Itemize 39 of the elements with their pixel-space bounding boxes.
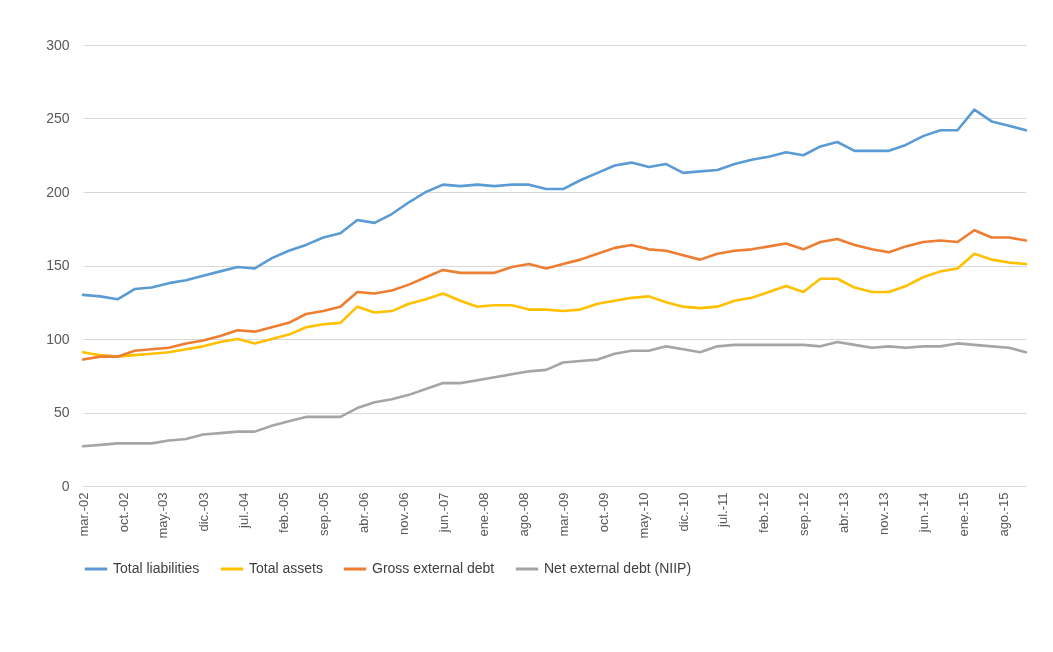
x-tick-label: jun.-07 [435,492,451,534]
x-tick-label: oct.-09 [595,492,611,533]
legend-label: Total liabilities [113,560,200,576]
line-series [81,340,1028,448]
x-tick-label: nov.-13 [875,492,891,535]
x-tick-label: abr.-13 [835,492,851,533]
x-tick-label: ene.-15 [955,492,971,537]
y-tick-label: 200 [46,183,70,200]
x-tick-label: jun.-14 [915,492,931,534]
x-tick-label: oct.-02 [115,492,131,533]
line-series [81,252,1028,358]
legend-label: Gross external debt [372,560,495,576]
x-tick-label: feb.-05 [276,492,291,533]
x-tick-label: mar.-09 [555,492,571,537]
x-tick-label: nov.-06 [395,492,411,535]
y-tick-label: 0 [61,477,70,494]
x-tick-label: may.-10 [635,492,651,539]
x-tick-label: sep.-05 [315,492,331,536]
x-tick-label: jul.-04 [235,492,251,529]
line-series [81,108,1028,301]
y-tick-label: 100 [46,330,70,347]
x-tick-label: dic.-10 [675,492,691,532]
x-tick-label: sep.-12 [795,492,811,536]
x-tick-label: ago.-15 [995,492,1011,537]
y-tick-label: 250 [46,110,70,126]
x-tick-label: dic.-03 [195,492,211,532]
x-tick-label: ago.-08 [515,492,531,537]
legend-label: Net external debt (NIIP) [544,560,692,576]
y-tick-label: 50 [53,404,70,420]
x-tick-label: feb.-12 [755,492,771,533]
y-tick-label: 150 [46,257,70,273]
x-tick-label: may.-03 [155,492,171,539]
x-tick-label: ene.-08 [475,492,491,537]
legend-label: Total assets [249,560,323,576]
x-tick-label: abr.-06 [355,492,371,533]
line-series [81,228,1028,361]
x-tick-label: mar.-02 [75,492,91,537]
x-tick-label: jul.-11 [715,492,731,528]
y-tick-label: 300 [46,36,70,53]
